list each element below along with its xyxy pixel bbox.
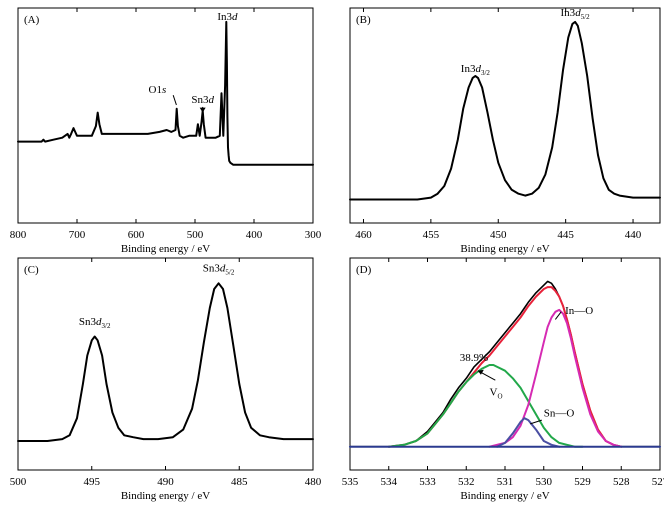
series-line-0	[349, 280, 661, 448]
x-tick-label: 480	[305, 476, 322, 488]
panel-label: (B)	[356, 14, 371, 26]
x-tick-label: 531	[497, 476, 514, 488]
annotation-sn3d32: Sn3d3/2	[79, 316, 111, 330]
annotation-sn3d52: Sn3d5/2	[203, 263, 235, 277]
panel-2: (C) 500 495 490 485 480 Binding energy / eV Sn3…	[10, 257, 322, 502]
x-axis-label: Binding energy / eV	[460, 243, 549, 255]
x-tick-label: 445	[557, 229, 574, 241]
x-tick-label: 500	[187, 229, 204, 241]
x-tick-label: 440	[625, 229, 642, 241]
x-tick-label: 534	[381, 476, 398, 488]
x-tick-label: 535	[342, 476, 359, 488]
plot-frame	[349, 257, 661, 471]
o1s-pointer	[172, 95, 177, 106]
panel-label: (D)	[356, 264, 372, 276]
x-tick-label: 600	[128, 229, 145, 241]
x-tick-label: 530	[536, 476, 553, 488]
x-tick-label: 490	[157, 476, 174, 488]
annotation-in3d52: In3d5/2	[561, 7, 591, 21]
panel-0: (A) 800 700 600 500 400 300 Binding energy / eV…	[10, 7, 322, 255]
annotation-sn3d: Sn3d	[191, 94, 214, 106]
panel-label: (C)	[24, 264, 39, 276]
x-axis-label: Binding energy / eV	[460, 490, 549, 502]
plot-frame	[349, 7, 661, 224]
series-line-0	[349, 20, 661, 201]
x-tick-label: 532	[458, 476, 475, 488]
x-tick-label: 400	[246, 229, 263, 241]
x-tick-label: 460	[355, 229, 372, 241]
annotation-sn-o: Sn—O	[544, 407, 575, 419]
sn3d-arrowhead	[199, 107, 206, 113]
x-tick-label: 485	[231, 476, 248, 488]
x-tick-label: 533	[419, 476, 436, 488]
annotation-in-o: In—O	[565, 305, 593, 317]
annotation-o1s: O1s	[149, 84, 167, 96]
panel-label: (A)	[24, 14, 40, 26]
x-tick-label: 450	[490, 229, 507, 241]
x-tick-label: 529	[574, 476, 591, 488]
annotation-pct: 38.9%	[460, 352, 488, 364]
series-line-0	[17, 20, 314, 166]
annotation-in3d: In3d	[217, 11, 238, 23]
x-tick-label: 455	[423, 229, 440, 241]
x-axis-label: Binding energy / eV	[121, 490, 210, 502]
in-o-pointer	[554, 311, 562, 320]
x-tick-label: 495	[84, 476, 101, 488]
series-line-2	[387, 364, 584, 448]
x-tick-label: 527	[652, 476, 664, 488]
x-tick-label: 300	[305, 229, 322, 241]
annotation-vo: VO	[490, 386, 503, 400]
sn-o-pointer	[530, 419, 542, 425]
plot-frame	[17, 7, 314, 224]
x-tick-label: 528	[613, 476, 630, 488]
series-line-4	[496, 417, 561, 448]
series-line-0	[17, 282, 314, 442]
annotation-in3d32: In3d3/2	[461, 63, 491, 77]
x-axis-label: Binding energy / eV	[121, 243, 210, 255]
panel-1: (B) 460 455 450 445 440 Binding energy / eV In3…	[349, 7, 661, 255]
x-tick-label: 700	[69, 229, 86, 241]
x-tick-label: 800	[10, 229, 27, 241]
x-tick-label: 500	[10, 476, 27, 488]
vo-arrowhead	[477, 369, 484, 375]
panel-3: (D) 535 534 533 532 531 530 529 528 527 Binding en…	[342, 257, 664, 502]
